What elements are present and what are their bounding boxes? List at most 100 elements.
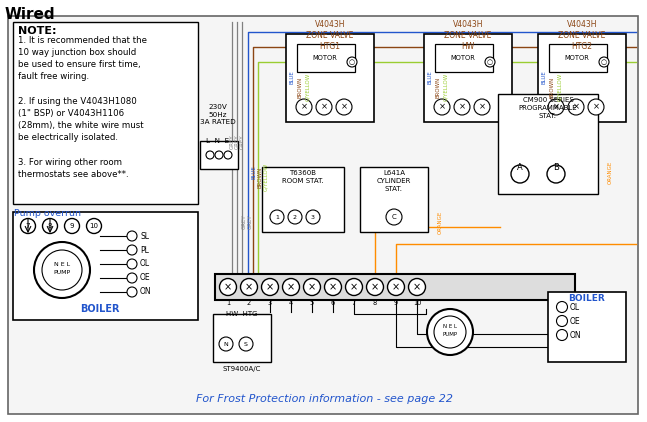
Circle shape [42,250,82,290]
Text: PUMP: PUMP [54,271,71,276]
Circle shape [241,279,258,295]
Text: MOTOR: MOTOR [450,55,476,61]
Circle shape [127,287,137,297]
Bar [549,44,607,72]
Circle shape [34,242,90,298]
Text: C: C [391,214,397,220]
Bar [435,44,493,72]
Circle shape [556,316,567,327]
Bar [297,44,355,72]
Text: ×: × [266,282,274,292]
Text: ×: × [573,103,580,111]
Text: 10: 10 [413,300,421,306]
Text: N E L: N E L [54,262,70,268]
Circle shape [366,279,384,295]
Text: BOILER: BOILER [80,304,120,314]
Text: G/YELLOW: G/YELLOW [305,73,311,101]
Text: GREY: GREY [234,135,239,149]
Text: ○: ○ [349,59,355,65]
Text: S: S [244,341,248,346]
Text: MOTOR: MOTOR [565,55,589,61]
Text: ×: × [224,282,232,292]
Text: 1: 1 [226,300,230,306]
Text: GREY: GREY [241,215,247,229]
Text: ×: × [350,282,358,292]
Text: G/YELLOW: G/YELLOW [443,73,448,101]
Text: 9: 9 [70,223,74,229]
Text: HW  HTG: HW HTG [226,311,258,317]
Text: ON: ON [140,287,151,297]
Text: L  N  E: L N E [206,138,230,144]
Circle shape [87,219,102,233]
Text: ORANGE: ORANGE [608,160,613,184]
Circle shape [511,165,529,183]
Text: 4: 4 [289,300,293,306]
Bar [13,22,198,204]
Circle shape [270,210,284,224]
Circle shape [548,99,564,115]
Text: ×: × [392,282,400,292]
Text: For Frost Protection information - see page 22: For Frost Protection information - see p… [197,394,454,404]
Text: 5: 5 [310,300,314,306]
Circle shape [568,99,584,115]
Circle shape [283,279,300,295]
Text: PL: PL [140,246,149,254]
Circle shape [547,165,565,183]
Text: ×: × [439,103,446,111]
Text: GREY: GREY [230,135,234,149]
Text: 7: 7 [26,223,30,229]
Circle shape [296,99,312,115]
Circle shape [408,279,426,295]
Circle shape [325,279,342,295]
Text: V4043H
ZONE VALVE
HW: V4043H ZONE VALVE HW [444,20,492,51]
Bar [360,167,428,232]
Circle shape [427,309,473,355]
Text: ×: × [329,282,337,292]
Text: BROWN: BROWN [298,76,303,97]
Text: MOTOR: MOTOR [313,55,338,61]
Text: Pump overrun: Pump overrun [14,209,81,218]
Circle shape [454,99,470,115]
Bar [424,34,512,122]
Text: BOILER: BOILER [569,294,606,303]
Text: ORANGE: ORANGE [437,211,443,234]
Bar [538,34,626,122]
Text: OL: OL [140,260,150,268]
Circle shape [219,279,237,295]
Text: CM900 SERIES
PROGRAMMABLE
STAT.: CM900 SERIES PROGRAMMABLE STAT. [519,97,577,119]
Text: SL: SL [140,232,149,241]
Circle shape [127,231,137,241]
Circle shape [206,151,214,159]
Text: ×: × [340,103,347,111]
Circle shape [288,210,302,224]
Text: ST9400A/C: ST9400A/C [223,366,261,372]
Text: 1: 1 [275,214,279,219]
Text: ×: × [593,103,600,111]
Text: OE: OE [140,273,151,282]
Bar [215,274,575,300]
Circle shape [215,151,223,159]
Bar [548,292,626,362]
Text: BROWN: BROWN [258,166,263,188]
Circle shape [434,99,450,115]
Circle shape [219,337,233,351]
Text: BROWN: BROWN [549,76,554,97]
Text: BLUE: BLUE [289,70,294,84]
Text: 230V
50Hz
3A RATED: 230V 50Hz 3A RATED [200,104,236,125]
Circle shape [127,245,137,255]
Text: ×: × [300,103,307,111]
Text: 2: 2 [247,300,251,306]
Text: ×: × [413,282,421,292]
Text: ○: ○ [487,59,493,65]
Circle shape [127,273,137,283]
Text: N: N [224,341,228,346]
Bar [498,94,598,194]
Text: GREY: GREY [239,135,245,149]
Circle shape [386,209,402,225]
Text: 3: 3 [311,214,315,219]
Text: Wired: Wired [5,7,56,22]
Text: T6360B
ROOM STAT.: T6360B ROOM STAT. [282,170,324,184]
Text: 7: 7 [352,300,356,306]
Text: ×: × [371,282,379,292]
Text: PUMP: PUMP [443,333,457,338]
